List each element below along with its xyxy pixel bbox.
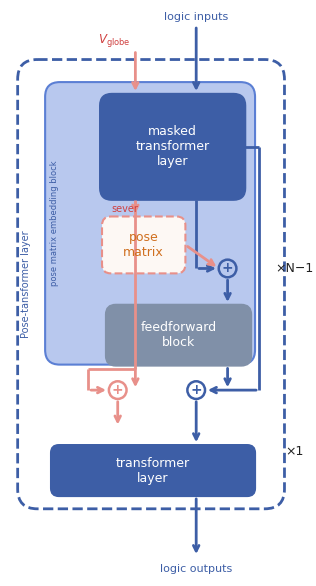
Text: +: + [190,383,202,397]
Text: logic inputs: logic inputs [164,12,228,22]
Text: pose
matrix: pose matrix [123,231,164,259]
FancyBboxPatch shape [51,445,255,496]
Circle shape [219,260,236,277]
Text: logic outputs: logic outputs [160,564,232,574]
Text: transformer
layer: transformer layer [116,456,190,485]
FancyBboxPatch shape [100,94,245,200]
Circle shape [187,381,205,399]
FancyBboxPatch shape [45,82,255,364]
Text: pose matrix embedding block: pose matrix embedding block [51,161,59,286]
Text: feedforward
block: feedforward block [141,321,216,349]
Text: +: + [222,261,234,275]
Text: Pose-tansformer layer: Pose-tansformer layer [21,230,32,338]
Text: sever: sever [112,204,139,214]
Circle shape [109,381,126,399]
FancyBboxPatch shape [106,305,251,366]
Text: $V_{\mathregular{globe}}$: $V_{\mathregular{globe}}$ [98,32,131,49]
Text: +: + [112,383,124,397]
Text: masked
transformer
layer: masked transformer layer [136,125,210,168]
Text: ×1: ×1 [285,445,303,458]
Text: ×N−1: ×N−1 [275,262,313,275]
FancyBboxPatch shape [102,216,185,274]
